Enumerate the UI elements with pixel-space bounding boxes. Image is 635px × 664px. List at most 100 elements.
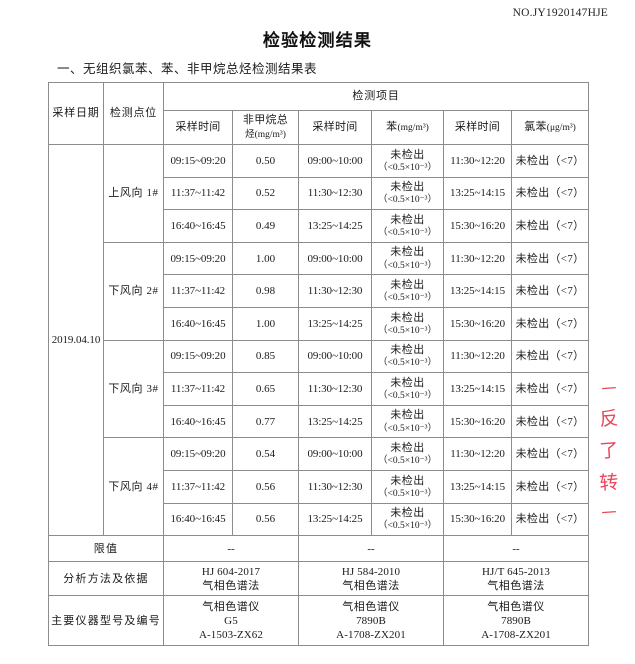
instrument-chlorobenzene-model: 7890B [501,614,531,627]
cell-nmhc-value: 0.65 [232,372,299,406]
cell-chlorobenzene-value: 未检出（<7） [510,144,590,178]
cell-nmhc-value: 0.49 [232,209,299,243]
cell-nmhc-value: 0.54 [232,437,299,471]
cell-benzene-time: 13:25~14:25 [298,306,372,341]
cell-nmhc-value: 0.85 [232,339,299,374]
cell-benzene-time: 09:00~10:00 [298,437,372,471]
cell-nmhc-value: 0.77 [232,404,299,439]
label-instrument: 主要仪器型号及编号 [48,595,164,647]
header-sample-date: 采样日期 [48,82,104,145]
instrument-chlorobenzene-type: 气相色谱仪 [487,600,545,613]
cell-chlorobenzene-value: 未检出（<7） [510,209,590,243]
instrument-benzene-serial: A-1708-ZX201 [336,628,406,641]
method-chlorobenzene-standard: HJ/T 645-2013 [482,565,551,578]
header-nmhc-unit: 烃(mg/m³) [245,130,286,141]
test-results-table: 采样日期 检测点位 检测项目 采样时间 非甲烷总 烃(mg/m³) 采样时间 苯… [48,82,590,647]
header-nmhc-name: 非甲烷总 [242,114,289,127]
header-chlorobenzene-name: 氯苯 [524,121,547,134]
cell-benzene-value: 未检出 （<0.5×10⁻³） [371,241,444,276]
cell-benzene-time: 11:30~12:30 [298,469,372,504]
table-body: 2019.04.10 上风向 1# 09:15~09:20 0.50 09:00… [48,143,590,647]
cell-benzene-time: 11:30~12:30 [298,274,372,308]
method-benzene-standard: HJ 584-2010 [341,565,401,578]
annotation-char-3: 了 [598,439,620,463]
limit-row: 限值 -- -- -- [48,535,590,563]
cell-nmhc-time: 11:37~11:42 [163,469,233,504]
cell-chlorobenzene-time: 13:25~14:15 [443,274,512,308]
cell-monitor-point: 下风向 4# [103,437,164,537]
cell-chlorobenzene-time: 11:30~12:20 [443,144,512,178]
cell-benzene-time: 13:25~14:25 [298,502,372,537]
header-benzene: 苯(mg/m³) [371,110,444,145]
table-row: 11:37~11:42 0.98 11:30~12:30 未检出 （<0.5×1… [49,274,590,308]
header-monitor-point: 检测点位 [103,82,164,145]
cell-benzene-value: 未检出 （<0.5×10⁻³） [371,502,444,537]
benzene-nd-label: 未检出 [390,181,425,194]
cell-instrument-nmhc: 气相色谱仪 G5 A-1503-ZX62 [163,595,299,647]
method-benzene-name: 气相色谱法 [342,579,400,592]
cell-nmhc-value: 0.56 [232,502,299,537]
header-benzene-unit: (mg/m³) [397,123,429,134]
table-row: 下风向 2# 09:15~09:20 1.00 09:00~10:00 未检出 … [49,241,590,341]
cell-nmhc-time: 16:40~16:45 [163,404,233,439]
cell-nmhc-time: 16:40~16:45 [163,306,233,341]
cell-nmhc-time: 11:37~11:42 [163,274,233,308]
instrument-nmhc-type: 气相色谱仪 [202,600,260,613]
header-row-top: 采样日期 检测点位 检测项目 [48,82,590,145]
table-row: 11:37~11:42 0.65 11:30~12:30 未检出 （<0.5×1… [49,372,590,406]
method-row: 分析方法及依据 HJ 604-2017 气相色谱法 HJ 584-2010 气相… [48,561,590,597]
cell-nmhc-time: 09:15~09:20 [163,241,233,276]
method-nmhc-name: 气相色谱法 [202,579,260,592]
method-chlorobenzene-name: 气相色谱法 [487,579,545,592]
cell-nmhc-value: 0.98 [232,274,299,308]
cell-chlorobenzene-time: 13:25~14:15 [443,372,512,406]
benzene-nd-limit: （<0.5×10⁻³） [378,195,437,206]
benzene-nd-limit: （<0.5×10⁻³） [378,260,437,271]
cell-chlorobenzene-time: 15:30~16:20 [443,306,512,341]
cell-nmhc-value: 0.50 [232,144,299,178]
cell-chlorobenzene-value: 未检出（<7） [510,469,590,504]
cell-benzene-time: 13:25~14:25 [298,209,372,243]
method-nmhc-standard: HJ 604-2017 [201,565,261,578]
benzene-nd-label: 未检出 [390,376,425,389]
table-row: 16:40~16:45 0.56 13:25~14:25 未检出 （<0.5×1… [49,502,590,537]
benzene-nd-label: 未检出 [390,409,425,422]
benzene-nd-label: 未检出 [390,507,425,520]
cell-chlorobenzene-value: 未检出（<7） [510,306,590,341]
cell-benzene-time: 11:30~12:30 [298,176,372,211]
cell-benzene-time: 09:00~10:00 [298,241,372,276]
cell-nmhc-value: 0.56 [232,469,299,504]
cell-benzene-value: 未检出 （<0.5×10⁻³） [371,372,444,406]
cell-nmhc-time: 09:15~09:20 [163,339,233,374]
cell-benzene-value: 未检出 （<0.5×10⁻³） [371,339,444,374]
section-title: 一、无组织氯苯、苯、非甲烷总烃检测结果表 [57,62,318,76]
instrument-nmhc-serial: A-1503-ZX62 [198,628,264,641]
cell-chlorobenzene-time: 15:30~16:20 [443,404,512,439]
cell-chlorobenzene-value: 未检出（<7） [510,404,590,439]
instrument-benzene-type: 气相色谱仪 [342,600,400,613]
label-analysis-method: 分析方法及依据 [48,561,164,597]
cell-monitor-point: 下风向 2# [103,241,164,341]
cell-benzene-time: 09:00~10:00 [298,339,372,374]
instrument-benzene-model: 7890B [356,614,386,627]
cell-benzene-value: 未检出 （<0.5×10⁻³） [371,469,444,504]
handwritten-annotation: 一 反 了 转 一 [592,379,626,558]
cell-chlorobenzene-time: 13:25~14:15 [443,469,512,504]
cell-chlorobenzene-time: 11:30~12:20 [443,339,512,374]
cell-limit-chlorobenzene: -- [442,535,590,563]
cell-nmhc-time: 11:37~11:42 [163,176,233,211]
cell-nmhc-time: 11:37~11:42 [163,372,233,406]
cell-chlorobenzene-value: 未检出（<7） [510,502,590,537]
cell-chlorobenzene-time: 11:30~12:20 [443,437,512,471]
cell-benzene-value: 未检出 （<0.5×10⁻³） [371,274,444,308]
benzene-nd-limit: （<0.5×10⁻³） [378,456,437,467]
header-chlorobenzene-unit: (μg/m³) [546,123,576,134]
benzene-nd-label: 未检出 [390,279,425,292]
table-row: 下风向 3# 09:15~09:20 0.85 09:00~10:00 未检出 … [49,339,590,439]
cell-sample-date: 2019.04.10 [48,143,104,537]
benzene-nd-label: 未检出 [390,442,425,455]
benzene-nd-limit: （<0.5×10⁻³） [378,390,437,401]
cell-nmhc-time: 16:40~16:45 [163,502,233,537]
benzene-nd-limit: （<0.5×10⁻³） [378,423,437,434]
header-nmhc: 非甲烷总 烃(mg/m³) [232,110,299,145]
